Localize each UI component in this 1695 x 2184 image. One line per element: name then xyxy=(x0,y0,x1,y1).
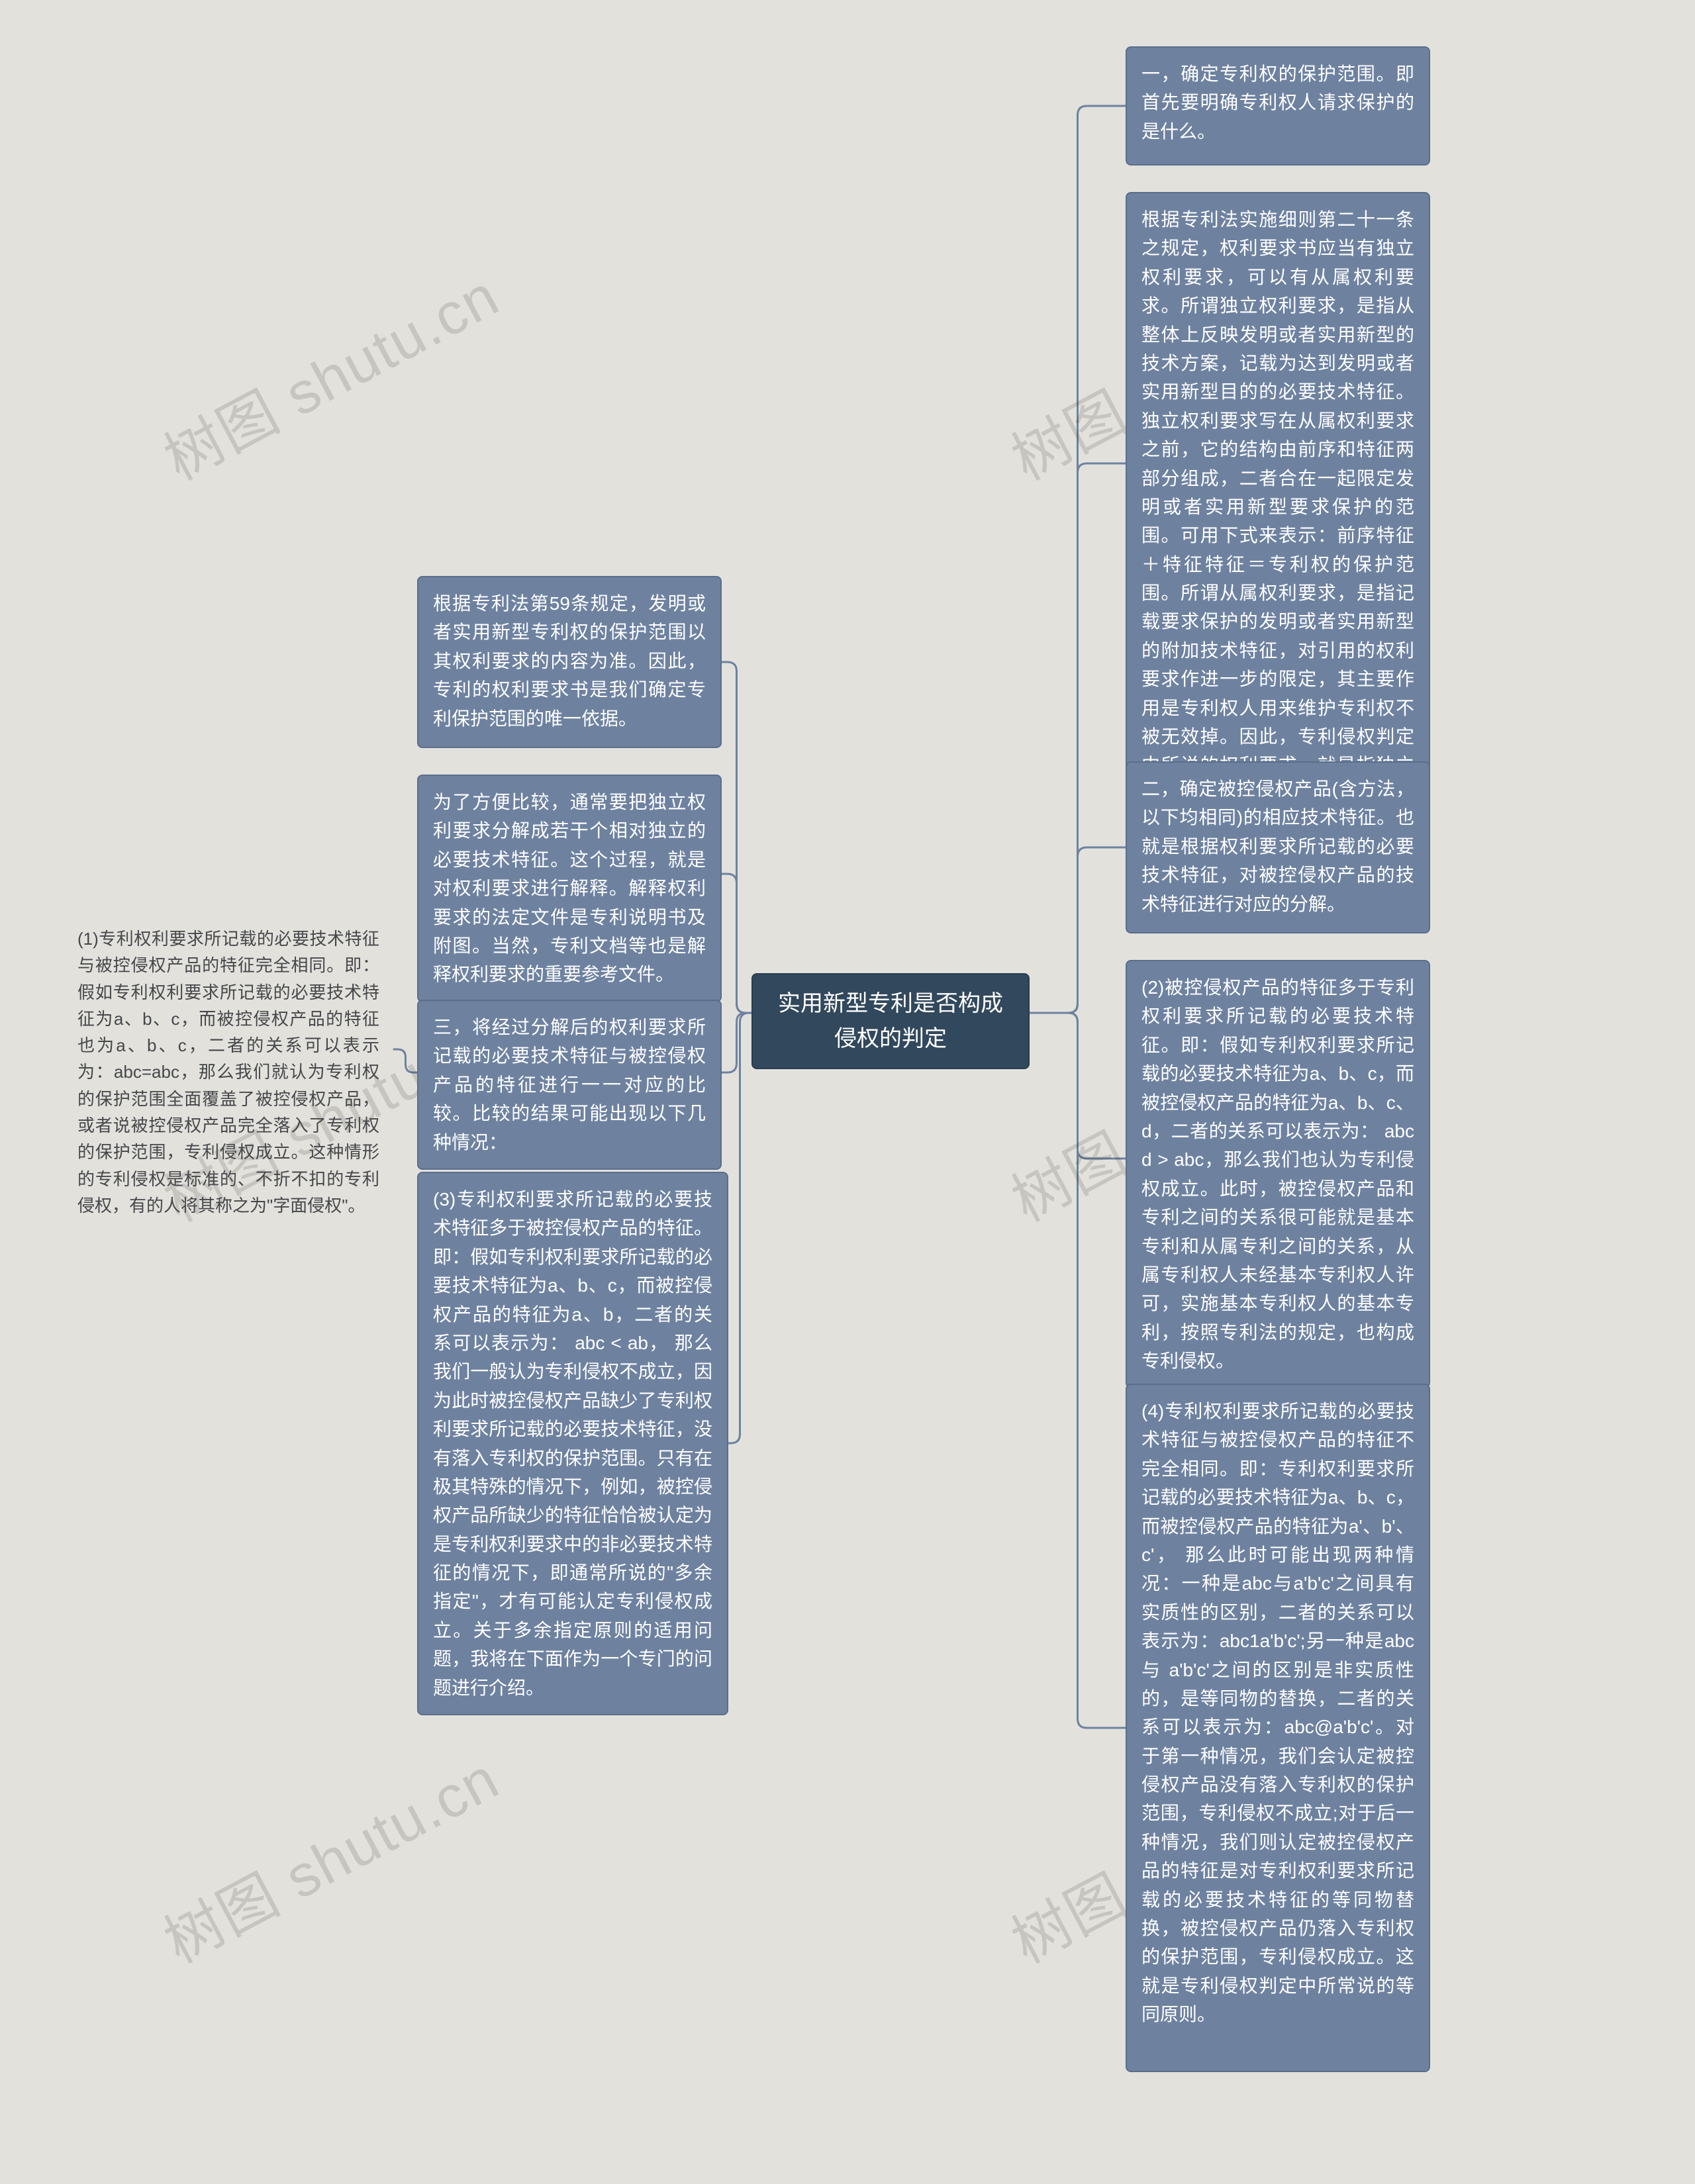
right-branch-2: 根据专利法实施细则第二十一条之规定，权利要求书应当有独立权利要求，可以有从属权利… xyxy=(1126,192,1430,851)
right-branch-3: 二，确定被控侵权产品(含方法，以下均相同)的相应技术特征。也就是根据权利要求所记… xyxy=(1126,761,1430,933)
left-branch-4: (3)专利权利要求所记载的必要技术特征多于被控侵权产品的特征。即：假如专利权利要… xyxy=(417,1172,728,1715)
watermark: 树图 shutu.cn xyxy=(148,250,512,497)
left-branch-3: 三，将经过分解后的权利要求所记载的必要技术特征与被控侵权产品的特征进行一一对应的… xyxy=(417,1000,722,1170)
left-branch-1: 根据专利法第59条规定，发明或者实用新型专利权的保护范围以其权利要求的内容为准。… xyxy=(417,576,722,748)
left-leaf-1: (1)专利权利要求所记载的必要技术特征与被控侵权产品的特征完全相同。即：假如专利… xyxy=(63,914,394,1231)
right-branch-5: (4)专利权利要求所记载的必要技术特征与被控侵权产品的特征不完全相同。即：专利权… xyxy=(1126,1384,1430,2072)
right-branch-1: 一，确定专利权的保护范围。即首先要明确专利权人请求保护的是什么。 xyxy=(1126,46,1430,166)
right-branch-4: (2)被控侵权产品的特征多于专利权利要求所记载的必要技术特征。即：假如专利权利要… xyxy=(1126,960,1430,1388)
root-node: 实用新型专利是否构成侵权的判定 xyxy=(751,973,1030,1069)
watermark: 树图 shutu.cn xyxy=(148,1733,512,1979)
left-branch-2: 为了方便比较，通常要把独立权利要求分解成若干个相对独立的必要技术特征。这个过程，… xyxy=(417,775,722,1002)
